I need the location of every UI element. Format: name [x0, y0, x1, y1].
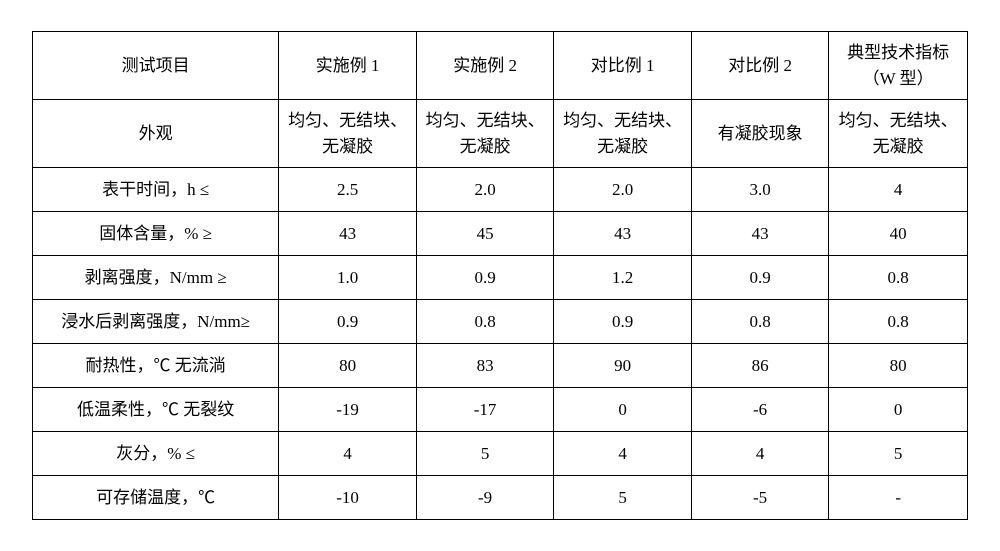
cell-value: 45 [416, 212, 554, 256]
table-row: 表干时间，h ≤ 2.5 2.0 2.0 3.0 4 [33, 168, 968, 212]
cell-value: 0.8 [829, 300, 968, 344]
table-row: 剥离强度，N/mm ≥ 1.0 0.9 1.2 0.9 0.8 [33, 256, 968, 300]
row-label: 耐热性，℃ 无流淌 [33, 344, 279, 388]
cell-value: 83 [416, 344, 554, 388]
data-table-container: 测试项目 实施例 1 实施例 2 对比例 1 对比例 2 典型技术指标（W 型）… [32, 31, 968, 520]
data-table: 测试项目 实施例 1 实施例 2 对比例 1 对比例 2 典型技术指标（W 型）… [32, 31, 968, 520]
table-row: 可存储温度，℃ -10 -9 5 -5 - [33, 476, 968, 520]
row-label: 灰分，% ≤ [33, 432, 279, 476]
cell-value: 90 [554, 344, 692, 388]
table-header-row: 测试项目 实施例 1 实施例 2 对比例 1 对比例 2 典型技术指标（W 型） [33, 32, 968, 100]
cell-value: -5 [691, 476, 829, 520]
table-row: 固体含量，% ≥ 43 45 43 43 40 [33, 212, 968, 256]
cell-value: 0.8 [416, 300, 554, 344]
cell-value: -6 [691, 388, 829, 432]
cell-value: 4 [554, 432, 692, 476]
cell-value: 0.9 [554, 300, 692, 344]
cell-value: 43 [279, 212, 417, 256]
cell-value: 均匀、无结块、无凝胶 [416, 100, 554, 168]
cell-value: 80 [279, 344, 417, 388]
cell-value: 2.5 [279, 168, 417, 212]
cell-value: 5 [416, 432, 554, 476]
table-row: 耐热性，℃ 无流淌 80 83 90 86 80 [33, 344, 968, 388]
cell-value: 3.0 [691, 168, 829, 212]
cell-value: 0.9 [279, 300, 417, 344]
cell-value: 0 [554, 388, 692, 432]
row-label: 外观 [33, 100, 279, 168]
cell-value: 均匀、无结块、无凝胶 [829, 100, 968, 168]
cell-value: -17 [416, 388, 554, 432]
column-header: 对比例 1 [554, 32, 692, 100]
row-label: 表干时间，h ≤ [33, 168, 279, 212]
cell-value: 1.2 [554, 256, 692, 300]
cell-value: 43 [691, 212, 829, 256]
cell-value: 43 [554, 212, 692, 256]
table-row: 浸水后剥离强度，N/mm≥ 0.9 0.8 0.9 0.8 0.8 [33, 300, 968, 344]
cell-value: 1.0 [279, 256, 417, 300]
row-label: 剥离强度，N/mm ≥ [33, 256, 279, 300]
column-header: 实施例 1 [279, 32, 417, 100]
cell-value: 均匀、无结块、无凝胶 [554, 100, 692, 168]
cell-value: 4 [829, 168, 968, 212]
cell-value: 40 [829, 212, 968, 256]
cell-value: 有凝胶现象 [691, 100, 829, 168]
column-header: 典型技术指标（W 型） [829, 32, 968, 100]
row-label: 固体含量，% ≥ [33, 212, 279, 256]
row-label: 低温柔性，℃ 无裂纹 [33, 388, 279, 432]
cell-value: -10 [279, 476, 417, 520]
cell-value: 0.8 [829, 256, 968, 300]
cell-value: 2.0 [416, 168, 554, 212]
cell-value: 0 [829, 388, 968, 432]
table-row: 灰分，% ≤ 4 5 4 4 5 [33, 432, 968, 476]
cell-value: 0.9 [691, 256, 829, 300]
cell-value: 2.0 [554, 168, 692, 212]
cell-value: 4 [279, 432, 417, 476]
cell-value: 80 [829, 344, 968, 388]
row-label: 浸水后剥离强度，N/mm≥ [33, 300, 279, 344]
cell-value: -19 [279, 388, 417, 432]
cell-value: 0.8 [691, 300, 829, 344]
row-label: 可存储温度，℃ [33, 476, 279, 520]
table-row: 低温柔性，℃ 无裂纹 -19 -17 0 -6 0 [33, 388, 968, 432]
cell-value: 86 [691, 344, 829, 388]
column-header: 对比例 2 [691, 32, 829, 100]
cell-value: 5 [829, 432, 968, 476]
cell-value: -9 [416, 476, 554, 520]
cell-value: 均匀、无结块、无凝胶 [279, 100, 417, 168]
cell-value: - [829, 476, 968, 520]
cell-value: 5 [554, 476, 692, 520]
table-row: 外观 均匀、无结块、无凝胶 均匀、无结块、无凝胶 均匀、无结块、无凝胶 有凝胶现… [33, 100, 968, 168]
column-header: 实施例 2 [416, 32, 554, 100]
cell-value: 4 [691, 432, 829, 476]
cell-value: 0.9 [416, 256, 554, 300]
column-header: 测试项目 [33, 32, 279, 100]
